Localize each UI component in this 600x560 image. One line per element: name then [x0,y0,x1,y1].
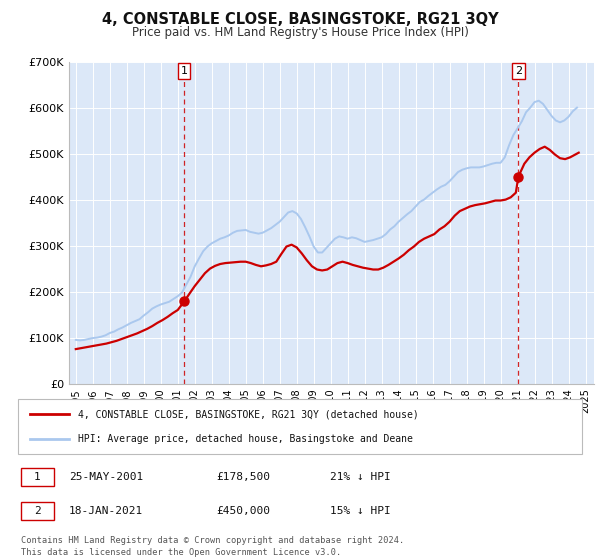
FancyBboxPatch shape [18,399,582,454]
Text: Price paid vs. HM Land Registry's House Price Index (HPI): Price paid vs. HM Land Registry's House … [131,26,469,39]
Text: 18-JAN-2021: 18-JAN-2021 [69,506,143,516]
Text: 21% ↓ HPI: 21% ↓ HPI [330,472,391,482]
Text: £178,500: £178,500 [216,472,270,482]
Text: This data is licensed under the Open Government Licence v3.0.: This data is licensed under the Open Gov… [21,548,341,557]
Text: 4, CONSTABLE CLOSE, BASINGSTOKE, RG21 3QY (detached house): 4, CONSTABLE CLOSE, BASINGSTOKE, RG21 3Q… [78,409,419,419]
Text: 1: 1 [181,66,188,76]
Text: 15% ↓ HPI: 15% ↓ HPI [330,506,391,516]
Text: 2: 2 [34,506,41,516]
Text: 2: 2 [515,66,522,76]
Text: 25-MAY-2001: 25-MAY-2001 [69,472,143,482]
Text: HPI: Average price, detached house, Basingstoke and Deane: HPI: Average price, detached house, Basi… [78,435,413,444]
Text: 4, CONSTABLE CLOSE, BASINGSTOKE, RG21 3QY: 4, CONSTABLE CLOSE, BASINGSTOKE, RG21 3Q… [101,12,499,27]
FancyBboxPatch shape [21,502,54,520]
FancyBboxPatch shape [21,468,54,486]
Text: Contains HM Land Registry data © Crown copyright and database right 2024.: Contains HM Land Registry data © Crown c… [21,536,404,545]
Text: £450,000: £450,000 [216,506,270,516]
Text: 1: 1 [34,472,41,482]
